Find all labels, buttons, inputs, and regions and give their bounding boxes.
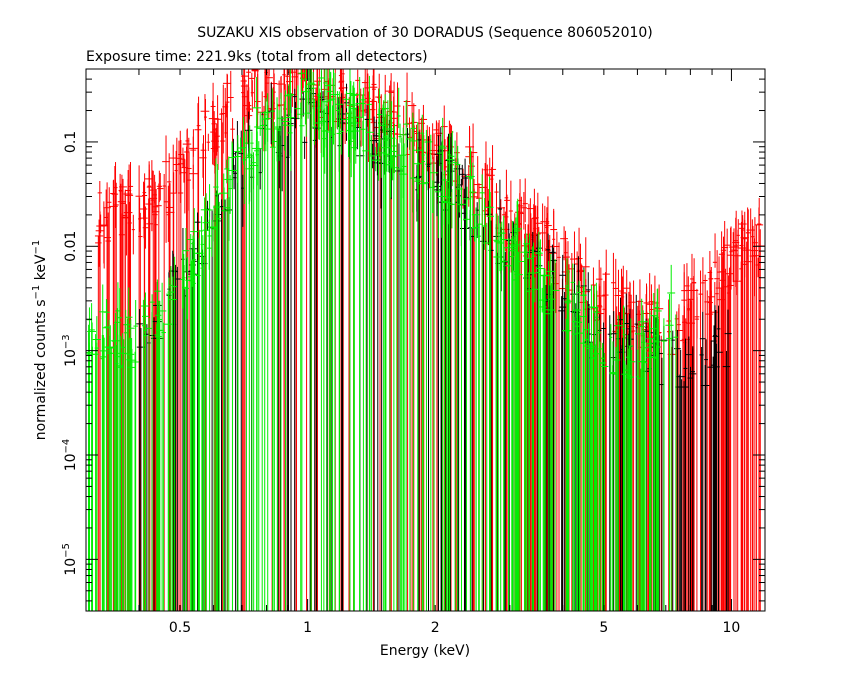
y-tick-label-base: 10 xyxy=(63,349,79,367)
y-tick-label-base: 10 xyxy=(63,558,79,576)
y-tick-label: 0.1 xyxy=(63,131,79,153)
y-tick-label-exp: −3 xyxy=(61,334,72,349)
x-tick-label: 1 xyxy=(303,620,312,636)
plot-frame xyxy=(85,68,766,612)
y-tick-label: 0.01 xyxy=(63,231,79,262)
y-axis-label: normalized counts s−1 keV−1 xyxy=(31,240,49,441)
x-tick-label: 5 xyxy=(599,620,608,636)
chart-title: SUZAKU XIS observation of 30 DORADUS (Se… xyxy=(197,25,653,41)
y-tick-label: 10−3 xyxy=(61,334,79,367)
y-tick-label: 10−5 xyxy=(61,543,79,576)
y-axis-label-sup2: −1 xyxy=(31,240,42,255)
data-layer xyxy=(85,68,765,611)
y-tick-label-exp: −5 xyxy=(61,543,72,558)
y-tick-label-exp: −4 xyxy=(61,439,72,454)
y-axis-label-sup1: −1 xyxy=(31,285,42,300)
series-2 xyxy=(85,68,679,611)
x-tick-label: 0.5 xyxy=(169,620,191,636)
x-tick-label: 2 xyxy=(431,620,440,636)
y-tick-label: 10−4 xyxy=(61,439,79,472)
x-tick-label: 10 xyxy=(723,620,741,636)
y-tick-label-base: 10 xyxy=(63,453,79,471)
y-axis-label-main: normalized counts s xyxy=(33,299,49,440)
x-axis-label: Energy (keV) xyxy=(380,643,470,659)
chart-subtitle: Exposure time: 221.9ks (total from all d… xyxy=(86,49,428,65)
y-axis-label-mid: keV xyxy=(33,254,49,285)
